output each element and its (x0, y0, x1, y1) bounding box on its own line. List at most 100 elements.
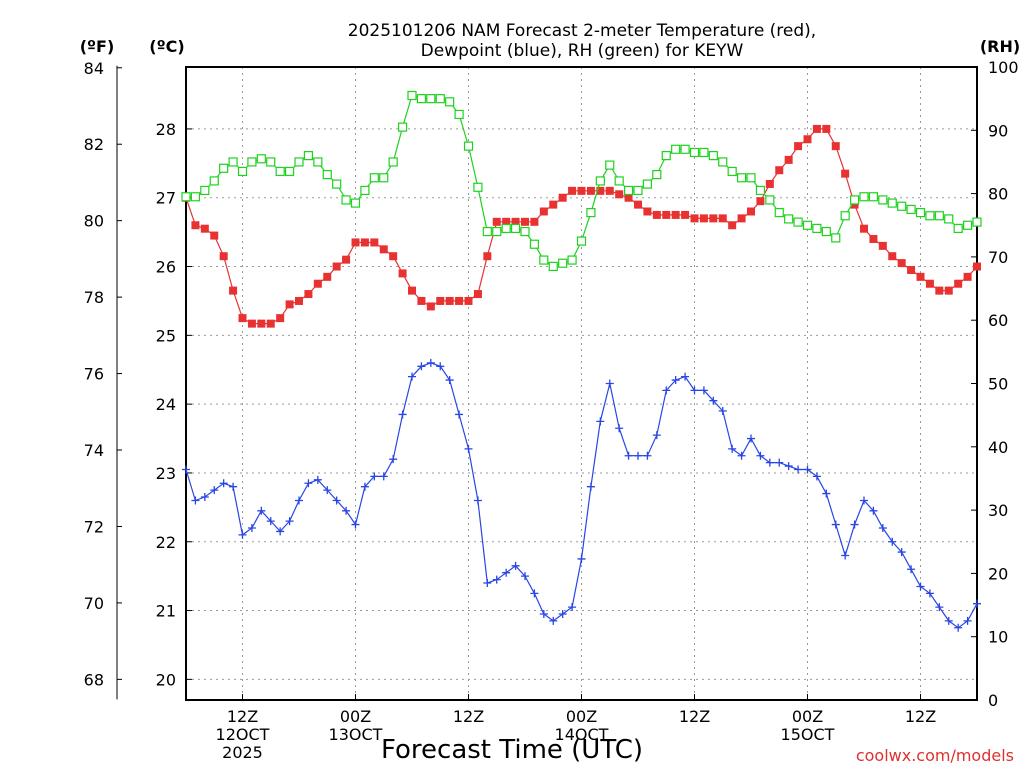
dewpoint-point (681, 372, 690, 381)
temperature-point (323, 272, 332, 281)
rh-point (407, 90, 417, 101)
rh-point (840, 211, 850, 221)
temperature-point (464, 296, 473, 305)
dewpoint-point (351, 520, 360, 529)
temperature-point (521, 217, 529, 226)
rh-point (576, 236, 587, 246)
rh-point (765, 195, 775, 205)
dewpoint-point (878, 523, 887, 532)
dewpoint-point (323, 486, 332, 495)
time-tick-label: 12Z (227, 707, 258, 726)
rh-tick-label: 90 (988, 121, 1008, 140)
dewpoint-point (530, 589, 539, 598)
dewpoint-point (803, 465, 812, 474)
temperature-point (699, 214, 708, 223)
temperature-point (963, 272, 972, 281)
celsius-tick-label: 23 (156, 464, 176, 483)
rh-point (642, 179, 653, 189)
temperature-point (681, 210, 690, 219)
rh-point (266, 157, 276, 167)
rh-point (341, 195, 351, 205)
temperature-point (888, 252, 897, 261)
temperature-point (417, 296, 426, 305)
fahrenheit-tick-label: 68 (84, 670, 104, 689)
rh-point (906, 204, 916, 215)
dewpoint-point (276, 527, 285, 536)
temperature-point (615, 190, 624, 199)
rh-point (294, 157, 304, 167)
rh-point (727, 166, 737, 177)
temperature-point (285, 300, 294, 309)
time-tick-label: 00Z (792, 707, 823, 726)
rh-point (303, 151, 314, 161)
dewpoint-point (219, 479, 228, 488)
celsius-tick-label: 25 (156, 326, 176, 345)
dewpoint-point (944, 616, 953, 625)
temperature-point (935, 286, 944, 295)
rh-point (539, 255, 549, 265)
rh-point (529, 239, 540, 249)
temperature-point (473, 290, 482, 299)
rh-point (897, 201, 907, 211)
temperature-point (530, 217, 539, 226)
dewpoint-point (191, 496, 200, 505)
rh-point (793, 217, 803, 227)
rh-point (520, 226, 530, 237)
dewpoint-point (577, 554, 586, 563)
temperature-point (577, 186, 586, 195)
rh-point (944, 214, 954, 224)
temperature-point (586, 186, 595, 195)
rh-point (812, 223, 822, 234)
temperature-point (351, 238, 360, 247)
celsius-tick-label: 24 (156, 395, 176, 414)
credit-link[interactable]: coolwx.com/models (856, 746, 1014, 765)
temperature-point (690, 214, 699, 223)
rh-unit-label: (RH) (980, 37, 1020, 56)
dewpoint-point (549, 616, 558, 625)
temperature-point (379, 245, 388, 254)
temperature-point (313, 279, 322, 288)
temperature-point (360, 238, 369, 247)
temperature-point (709, 214, 718, 223)
rh-point (934, 211, 944, 221)
dewpoint-point (765, 458, 774, 467)
temperature-point (455, 296, 464, 305)
dewpoint-point (794, 465, 803, 474)
temperature-point (803, 135, 812, 144)
temperature-point (200, 224, 209, 233)
rh-point (605, 160, 615, 170)
temperature-point (718, 214, 727, 223)
rh-point (426, 94, 436, 104)
rh-point (416, 94, 427, 104)
temperature-point (831, 142, 840, 151)
temperature-point (907, 265, 916, 274)
dewpoint-point (210, 486, 219, 495)
rh-point (237, 166, 248, 177)
time-tick-label: 00Z (340, 707, 371, 726)
rh-tick-label: 20 (988, 564, 1008, 583)
rh-point (680, 144, 690, 154)
chart-title-line-1: 2025101206 NAM Forecast 2-meter Temperat… (348, 21, 816, 41)
temperature-point (756, 197, 765, 206)
chart-title-line-2: Dewpoint (blue), RH (green) for KEYW (421, 41, 744, 61)
temperature-point (878, 241, 887, 250)
dewpoint-point (624, 451, 633, 460)
time-tick-label: 00Z (566, 707, 597, 726)
rh-point (275, 166, 285, 177)
dewpoint-point (784, 462, 793, 471)
rh-point (567, 255, 577, 265)
temperature-point (210, 231, 219, 240)
celsius-unit-label: (ºC) (149, 37, 184, 56)
time-tick-label: 12OCT (216, 725, 270, 744)
rh-point (708, 151, 718, 161)
dewpoint-point (737, 451, 746, 460)
temperature-point (483, 252, 492, 261)
dewpoint-point (690, 386, 699, 395)
temperature-point (295, 296, 303, 305)
celsius-tick-label: 27 (156, 189, 176, 208)
temperature-point (266, 319, 275, 328)
temperature-point (775, 166, 784, 175)
celsius-tick-label: 20 (156, 670, 176, 689)
rh-point (915, 207, 926, 218)
rh-point (821, 226, 831, 237)
